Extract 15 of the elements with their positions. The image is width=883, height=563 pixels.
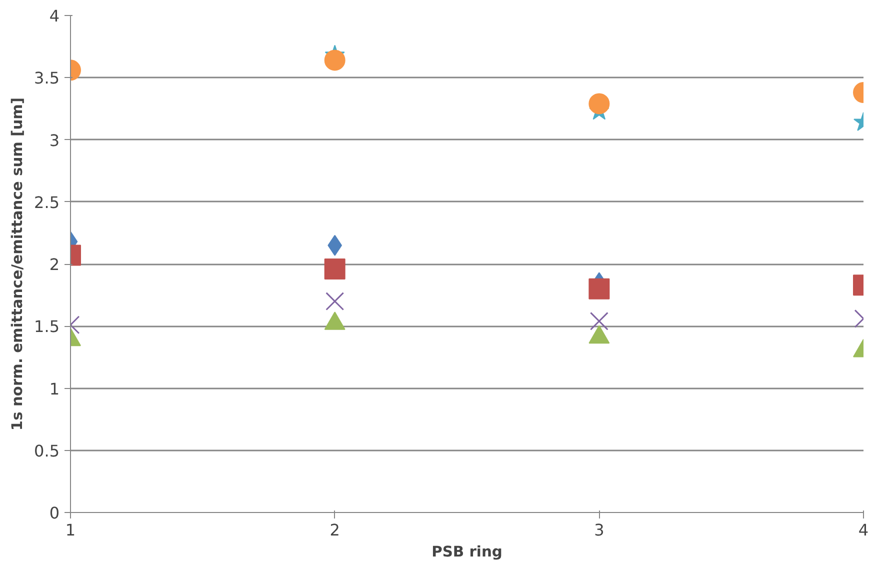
y-tick-label: 1 — [49, 379, 60, 398]
y-tick-label: 3.5 — [34, 68, 60, 88]
x-tick-label: 1 — [65, 520, 76, 540]
y-tick-label: 4 — [49, 6, 60, 26]
x-tick-label: 2 — [330, 520, 340, 540]
y-tick-label: 2.5 — [34, 192, 60, 212]
y-tick-label: 3 — [49, 130, 60, 150]
x-tick-label: 3 — [594, 520, 604, 540]
y-tick-label: 2 — [49, 255, 60, 274]
y-tick-label: 1.5 — [34, 317, 60, 336]
x-tick-label: 4 — [858, 520, 869, 540]
y-axis-title: 1s norm. emittance/emittance sum [um] — [9, 97, 26, 431]
x-axis-title: PSB ring — [432, 544, 502, 560]
y-tick-label: 0 — [49, 504, 60, 522]
y-tick-label: 0.5 — [34, 441, 60, 460]
